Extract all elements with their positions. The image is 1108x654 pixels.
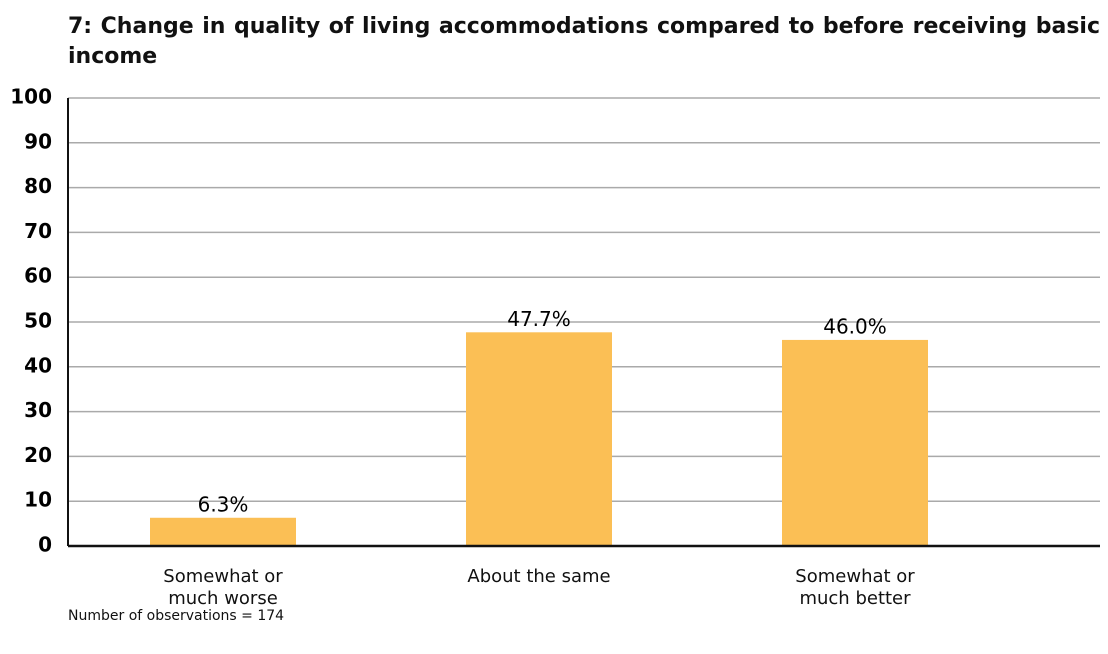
bar [466, 332, 612, 546]
value-label: 47.7% [507, 307, 571, 331]
y-tick-label: 100 [10, 85, 52, 109]
bar [782, 339, 928, 546]
y-tick-label: 40 [24, 353, 52, 377]
x-tick-label: Somewhat or much better [795, 566, 915, 609]
value-label: 6.3% [198, 492, 249, 516]
y-tick-label: 20 [24, 443, 52, 467]
note: Number of observations = 174 [68, 608, 285, 624]
y-tick-label: 0 [38, 533, 52, 557]
y-tick-label: 10 [24, 488, 52, 512]
y-tick-label: 80 [24, 174, 52, 198]
y-tick-label: 90 [24, 129, 52, 153]
chart-title: 7: Change in quality of living accommoda… [68, 14, 1100, 69]
y-tick-label: 50 [24, 309, 52, 333]
x-tick-label: About the same [467, 566, 611, 587]
x-tick-label: Somewhat or much worse [163, 566, 283, 609]
y-tick-label: 70 [24, 219, 52, 243]
y-tick-label: 60 [24, 264, 52, 288]
value-label: 46.0% [823, 314, 887, 338]
y-tick-label: 30 [24, 398, 52, 422]
bar [150, 517, 296, 546]
